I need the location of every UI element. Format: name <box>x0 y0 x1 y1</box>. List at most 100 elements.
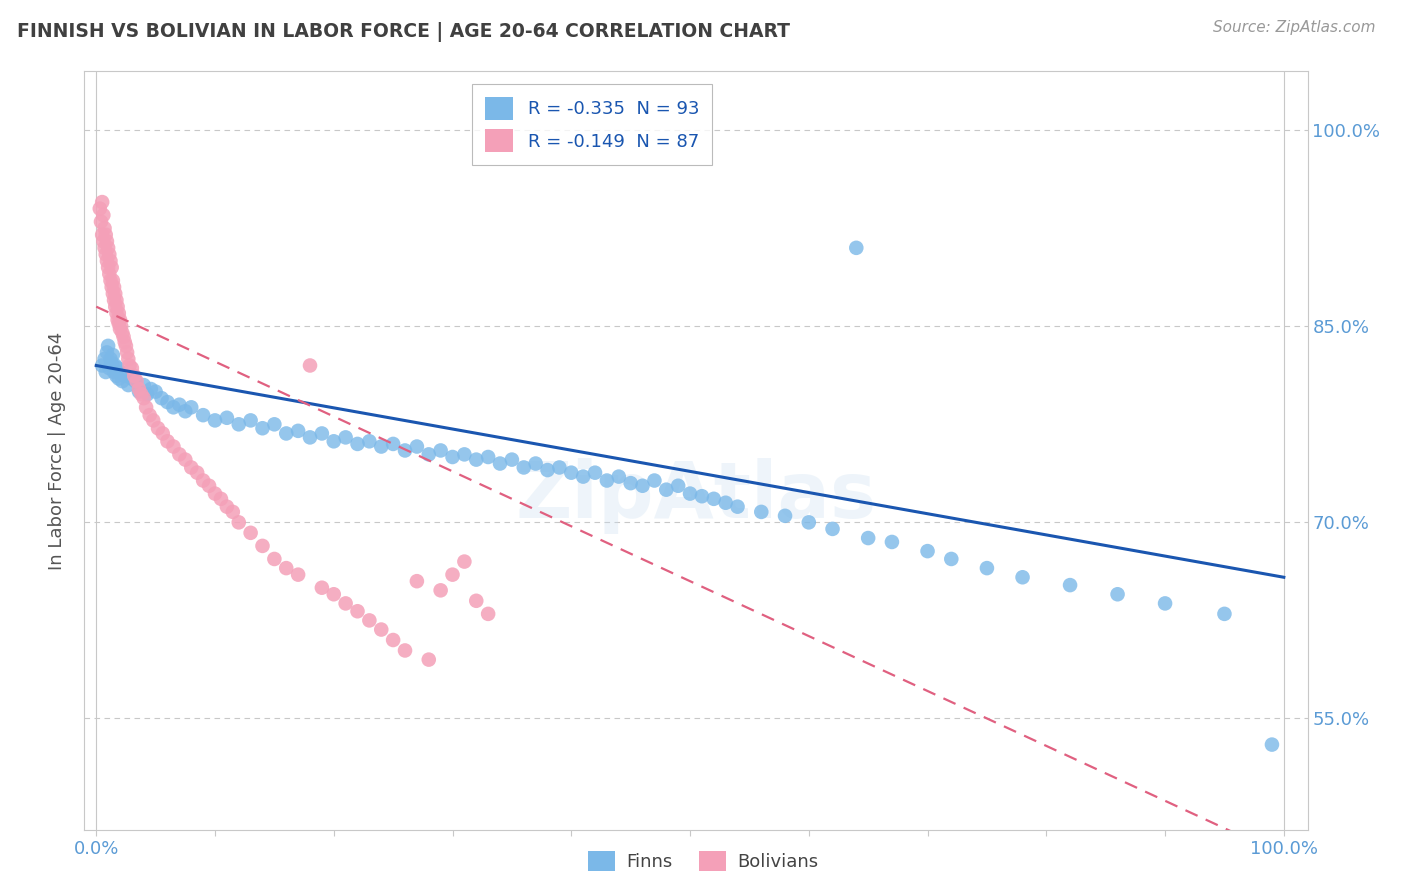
Point <box>215 500 238 514</box>
Point <box>139 382 162 396</box>
Point <box>880 535 903 549</box>
Point <box>131 387 153 401</box>
Point <box>96 253 118 268</box>
Point <box>100 351 122 366</box>
Point <box>222 505 245 519</box>
Point <box>453 555 475 569</box>
Point <box>107 317 129 331</box>
Point <box>107 361 129 376</box>
Text: FINNISH VS BOLIVIAN IN LABOR FORCE | AGE 20-64 CORRELATION CHART: FINNISH VS BOLIVIAN IN LABOR FORCE | AGE… <box>17 22 790 42</box>
Point <box>114 334 136 349</box>
Point <box>406 440 429 454</box>
Point <box>465 594 488 608</box>
Point <box>97 241 120 255</box>
Point <box>276 561 298 575</box>
Point <box>198 479 221 493</box>
Point <box>607 469 630 483</box>
Point <box>239 525 262 540</box>
Legend: Finns, Bolivians: Finns, Bolivians <box>581 844 825 879</box>
Point <box>311 426 333 441</box>
Point <box>124 374 146 388</box>
Point <box>346 604 368 618</box>
Point <box>136 387 159 401</box>
Point <box>93 241 115 255</box>
Point <box>90 215 112 229</box>
Point <box>976 561 998 575</box>
Point <box>276 426 298 441</box>
Point <box>477 450 499 464</box>
Point <box>162 440 184 454</box>
Point <box>335 430 357 444</box>
Point <box>142 413 165 427</box>
Point <box>100 273 122 287</box>
Point <box>773 508 796 523</box>
Point <box>501 452 523 467</box>
Point <box>418 652 440 666</box>
Point <box>917 544 939 558</box>
Point <box>1011 570 1033 584</box>
Point <box>191 474 214 488</box>
Point <box>93 235 115 249</box>
Point <box>263 552 285 566</box>
Point <box>252 539 274 553</box>
Point <box>941 552 963 566</box>
Point <box>690 489 713 503</box>
Point <box>152 426 174 441</box>
Point <box>1261 738 1284 752</box>
Point <box>346 437 368 451</box>
Point <box>252 421 274 435</box>
Point <box>107 300 129 314</box>
Point <box>465 452 488 467</box>
Point <box>1154 596 1177 610</box>
Point <box>89 202 111 216</box>
Point <box>524 457 547 471</box>
Point <box>91 227 114 242</box>
Point <box>429 583 451 598</box>
Point <box>287 424 309 438</box>
Point <box>335 596 357 610</box>
Point <box>132 391 155 405</box>
Point <box>162 401 184 415</box>
Point <box>107 312 129 326</box>
Point <box>122 368 145 383</box>
Point <box>536 463 558 477</box>
Point <box>105 293 128 307</box>
Point <box>107 371 129 385</box>
Point <box>112 329 135 343</box>
Point <box>121 361 143 376</box>
Point <box>204 486 226 500</box>
Point <box>311 581 333 595</box>
Point <box>104 359 127 373</box>
Point <box>845 241 868 255</box>
Point <box>204 413 226 427</box>
Point <box>418 447 440 461</box>
Point <box>93 208 115 222</box>
Point <box>96 235 118 249</box>
Point <box>125 374 148 388</box>
Point <box>1107 587 1129 601</box>
Point <box>191 408 214 422</box>
Point <box>572 469 595 483</box>
Point <box>489 457 512 471</box>
Point <box>727 500 749 514</box>
Point <box>394 643 416 657</box>
Point <box>180 401 202 415</box>
Point <box>115 345 138 359</box>
Point <box>548 460 571 475</box>
Point <box>94 227 117 242</box>
Point <box>91 195 114 210</box>
Point <box>169 398 191 412</box>
Point <box>620 476 643 491</box>
Point <box>98 267 121 281</box>
Point <box>560 466 582 480</box>
Point <box>596 474 619 488</box>
Point <box>322 434 344 449</box>
Point <box>749 505 772 519</box>
Point <box>128 382 150 396</box>
Point <box>135 401 157 415</box>
Point <box>583 466 606 480</box>
Point <box>121 371 143 385</box>
Point <box>174 452 197 467</box>
Point <box>441 450 464 464</box>
Point <box>797 516 820 530</box>
